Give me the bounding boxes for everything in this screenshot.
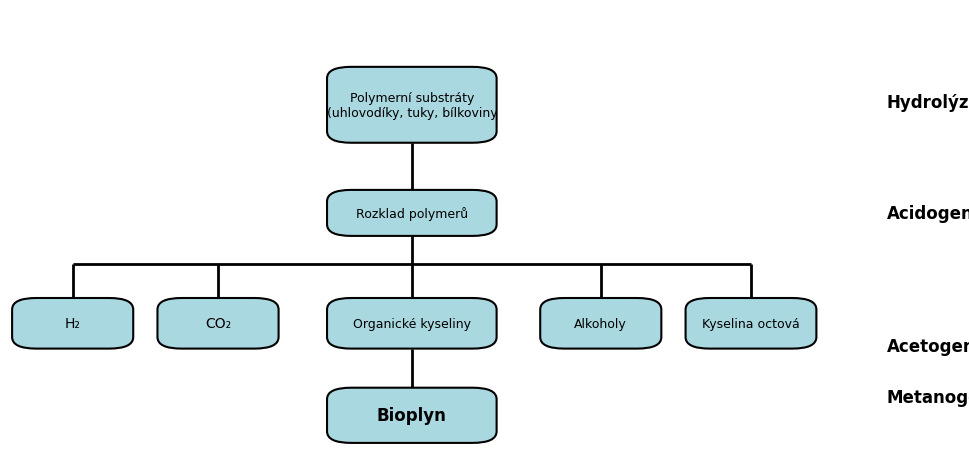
Text: Kyselina octová: Kyselina octová <box>703 317 799 330</box>
FancyBboxPatch shape <box>328 298 496 349</box>
FancyBboxPatch shape <box>540 298 661 349</box>
Text: Polymerní substráty
(uhlovodíky, tuky, bílkoviny: Polymerní substráty (uhlovodíky, tuky, b… <box>327 92 497 119</box>
FancyBboxPatch shape <box>157 298 279 349</box>
Text: Acidogeneze: Acidogeneze <box>887 204 969 223</box>
Text: H₂: H₂ <box>65 317 80 330</box>
Text: Alkoholy: Alkoholy <box>575 317 627 330</box>
Text: CO₂: CO₂ <box>205 317 231 330</box>
FancyBboxPatch shape <box>12 298 134 349</box>
Text: Metanogeneze: Metanogeneze <box>887 388 969 406</box>
Text: Bioplyn: Bioplyn <box>377 406 447 425</box>
Text: Organické kyseliny: Organické kyseliny <box>353 317 471 330</box>
FancyBboxPatch shape <box>685 298 816 349</box>
FancyBboxPatch shape <box>328 190 496 236</box>
FancyBboxPatch shape <box>328 388 496 443</box>
Text: Rozklad polymerů: Rozklad polymerů <box>356 207 468 220</box>
Text: Hydrolýza: Hydrolýza <box>887 94 969 112</box>
FancyBboxPatch shape <box>328 67 496 143</box>
Text: Acetogeneze: Acetogeneze <box>887 337 969 356</box>
